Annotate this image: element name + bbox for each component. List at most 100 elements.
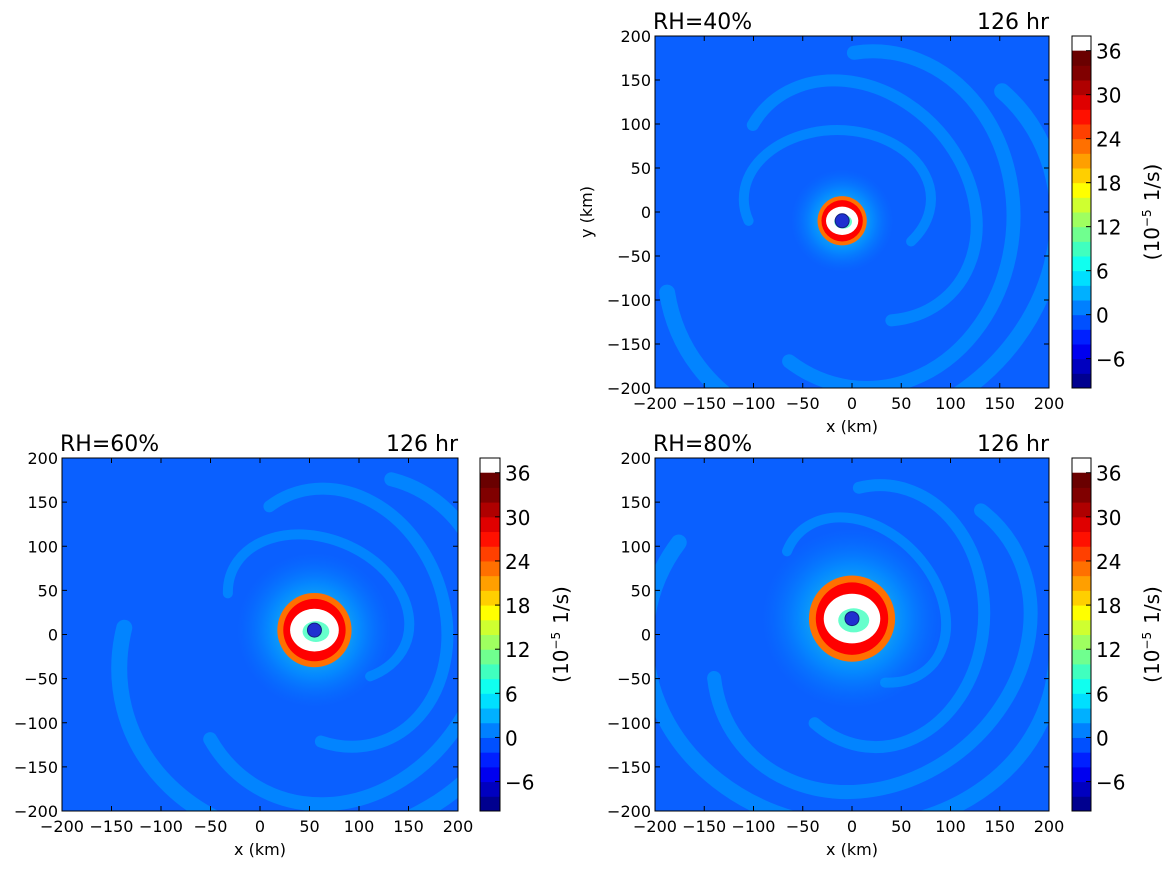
colorbar-swatch [1072, 752, 1091, 768]
colorbar-swatch [480, 546, 500, 562]
colorbar-swatch [1072, 516, 1091, 533]
colorbar-swatch [1072, 314, 1091, 330]
spiral-band [808, 479, 991, 753]
x-tick-label: 150 [984, 817, 1015, 836]
colorbar-tick-label: 0 [1096, 304, 1109, 328]
colorbar-swatch [1072, 197, 1091, 213]
y-tick-label: 100 [620, 115, 651, 134]
colorbar-swatch [1072, 502, 1091, 518]
colorbar-tick-label: 18 [1096, 172, 1121, 196]
colorbar-swatch [1072, 663, 1091, 680]
colorbar-swatch [480, 502, 500, 518]
colorbar-swatch [1072, 226, 1091, 242]
x-tick-label: −200 [40, 817, 84, 836]
colorbar-tick-label: 36 [505, 462, 530, 486]
y-tick-label: 0 [48, 626, 58, 645]
y-tick-label: 150 [27, 493, 58, 512]
colorbar-tick-label: 36 [1096, 40, 1121, 64]
storm-center-marker [834, 213, 850, 229]
colorbar-tick-label: 12 [1096, 216, 1121, 240]
colorbar-swatch [1072, 182, 1091, 198]
colorbar-tick-label: 12 [505, 638, 530, 662]
y-tick-label: −100 [607, 291, 651, 310]
colorbar-swatch [480, 487, 500, 503]
colorbar-tick-label: 24 [1096, 550, 1121, 574]
colorbar-swatch [480, 472, 500, 488]
colorbar-swatch [1072, 708, 1091, 724]
colorbar-tick-label: 6 [505, 682, 518, 706]
colorbar-swatch [1072, 80, 1091, 96]
y-tick-label: −150 [14, 758, 58, 777]
x-tick-label: −100 [732, 394, 776, 413]
colorbar-tick-label: 18 [505, 594, 530, 618]
y-tick-label: −50 [617, 247, 651, 266]
colorbar-tick-label: 24 [1096, 128, 1121, 152]
y-tick-label: −200 [14, 802, 58, 821]
y-tick-labels: 200 150 100 50 0 −50 −100 −150 −200 [607, 27, 1049, 398]
y-tick-label: 200 [620, 27, 651, 46]
colorbar-swatch [1072, 649, 1091, 665]
x-tick-label: −50 [194, 817, 228, 836]
colorbar-swatch [1072, 722, 1091, 738]
y-tick-label: −200 [607, 379, 651, 398]
colorbar-swatch [480, 531, 500, 547]
panel-title-left: RH=80% [653, 432, 752, 457]
y-tick-labels: 200 150 100 50 0 −50 −100 −150 −200 [607, 449, 1049, 821]
colorbar-frame [1071, 35, 1092, 389]
colorbar-swatch [480, 693, 500, 709]
colorbar-swatch [480, 634, 500, 650]
y-tick-label: 0 [641, 626, 651, 645]
colorbar-swatch [1072, 766, 1091, 783]
colorbar-tick-label: −6 [1096, 771, 1125, 795]
colorbar-swatch [480, 796, 500, 812]
colorbar-swatch [1072, 65, 1091, 81]
spiral-band [263, 482, 454, 753]
y-tick-label: 50 [631, 581, 651, 600]
colorbar-tick-label: 30 [1096, 84, 1121, 108]
panel-title-left: RH=40% [653, 10, 752, 35]
colorbar-tick-label: 6 [1096, 682, 1109, 706]
colorbar-swatch [1072, 241, 1091, 257]
colorbar-tick-label: 0 [505, 726, 518, 750]
x-axis-label: x (km) [826, 417, 878, 436]
x-tick-labels: −200 −150 −100 −50 0 50 100 150 200 [633, 36, 1064, 413]
colorbar-swatch [1072, 285, 1091, 301]
colorbar-swatch [480, 575, 500, 591]
x-tick-label: −200 [633, 394, 677, 413]
colorbar-tick-label: 12 [1096, 638, 1121, 662]
colorbar-swatch [1072, 796, 1091, 812]
colorbar-swatch [480, 722, 500, 738]
x-tick-label: −100 [732, 817, 776, 836]
x-axis-label: x (km) [826, 840, 878, 859]
colorbar-swatch [1072, 212, 1091, 228]
y-tick-label: 150 [620, 71, 651, 90]
x-tick-label: 150 [984, 394, 1015, 413]
colorbar-swatch [1072, 678, 1091, 694]
colorbar-swatch [1072, 619, 1091, 635]
colorbar: −6 0 6 12 18 24 30 36 (10−51/s) [479, 457, 573, 812]
x-tick-label: −200 [633, 817, 677, 836]
x-tick-label: −50 [786, 394, 820, 413]
y-tick-label: 150 [620, 493, 651, 512]
y-tick-label: 200 [27, 449, 58, 468]
panel-title-left: RH=60% [60, 432, 159, 457]
colorbar-swatch [1072, 737, 1091, 753]
colorbar-tick-label: 30 [1096, 506, 1121, 530]
colorbar: −6 0 6 12 18 24 30 36 (10−51/s) [1071, 35, 1164, 389]
colorbar-swatch [1072, 590, 1091, 606]
spiral-band [111, 565, 458, 811]
x-tick-label: 200 [1034, 394, 1065, 413]
colorbar-swatch [480, 590, 500, 606]
colorbar-swatch [1072, 560, 1091, 577]
colorbar-swatch [480, 766, 500, 783]
colorbar-swatch [480, 708, 500, 724]
spiral-band [222, 529, 415, 682]
colorbar-tick-label: 24 [505, 550, 530, 574]
colorbar-swatch [1072, 373, 1091, 389]
colorbar-swatch [480, 649, 500, 665]
y-tick-label: 100 [620, 537, 651, 556]
spiral-band [203, 472, 458, 811]
vorticity-field [654, 35, 1050, 389]
y-tick-label: −100 [14, 714, 58, 733]
y-tick-label: −100 [607, 714, 651, 733]
